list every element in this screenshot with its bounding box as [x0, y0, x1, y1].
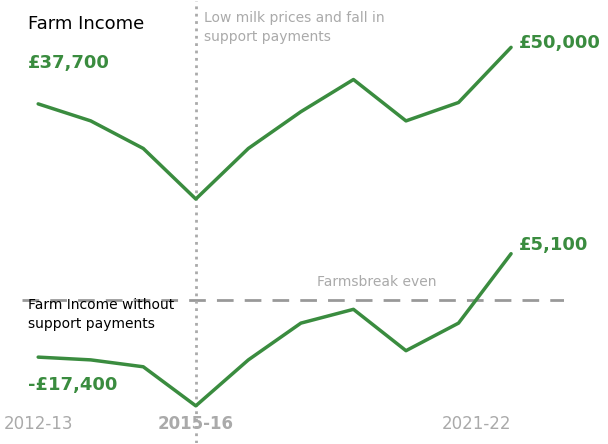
Text: -£17,400: -£17,400: [28, 376, 117, 393]
Text: Farm Income: Farm Income: [28, 15, 144, 33]
Text: £5,100: £5,100: [519, 235, 589, 254]
Text: 2021-22: 2021-22: [441, 415, 511, 433]
Text: Farmsbreak even: Farmsbreak even: [317, 275, 436, 289]
Text: 2015-16: 2015-16: [158, 415, 234, 433]
Text: £37,700: £37,700: [28, 54, 109, 72]
Text: Farm Income without
support payments: Farm Income without support payments: [28, 298, 174, 331]
Text: Low milk prices and fall in
support payments: Low milk prices and fall in support paym…: [204, 11, 384, 44]
Text: £50,000: £50,000: [519, 34, 601, 52]
Text: 2012-13: 2012-13: [4, 415, 73, 433]
